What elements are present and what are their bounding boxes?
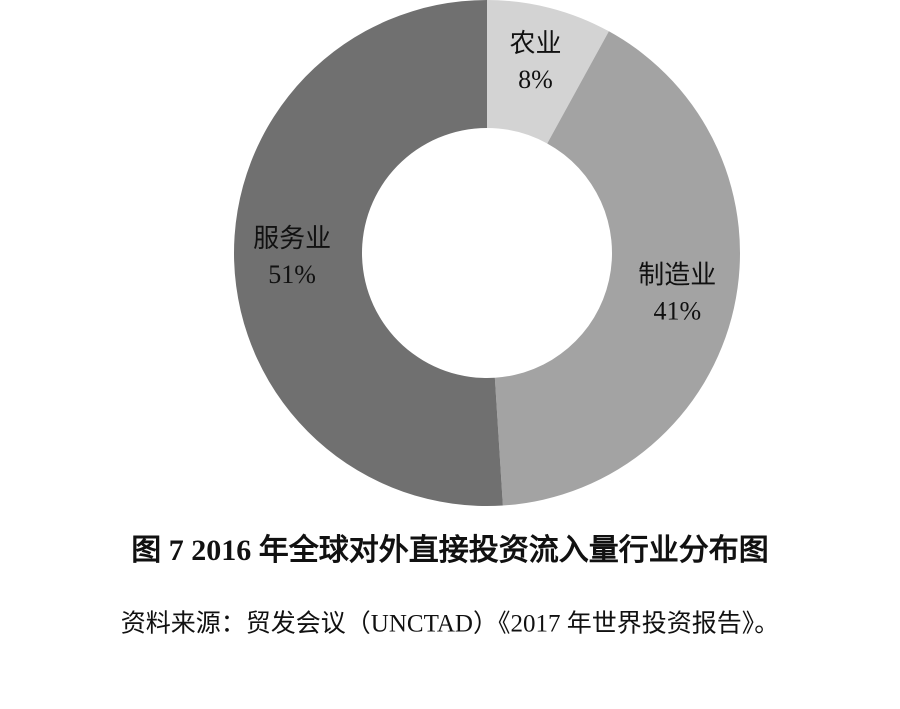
slice-label: 制造业 — [638, 261, 716, 290]
source-note: 资料来源：贸发会议（UNCTAD）《2017 年世界投资报告》。 — [121, 610, 779, 638]
value-label: 8% — [518, 65, 553, 94]
donut-slice — [487, 0, 609, 144]
value-label: 41% — [653, 297, 701, 326]
donut-slice — [494, 31, 741, 506]
slice-label: 农业 — [509, 29, 561, 58]
slice-label: 服务业 — [253, 224, 331, 253]
donut-slice — [234, 0, 503, 506]
chart-title: 图 7 2016 年全球对外直接投资流入量行业分布图 — [131, 533, 769, 567]
value-label: 51% — [268, 260, 316, 289]
